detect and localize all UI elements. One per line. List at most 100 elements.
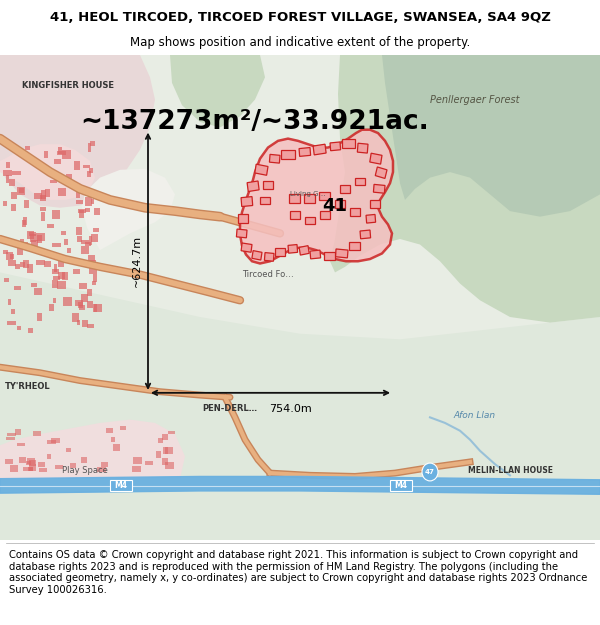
Bar <box>53 298 56 302</box>
Bar <box>145 461 152 465</box>
Bar <box>79 282 88 289</box>
Bar <box>54 264 57 272</box>
Bar <box>319 192 330 200</box>
Bar <box>7 252 13 260</box>
Bar <box>22 244 31 248</box>
Bar <box>101 462 108 467</box>
Circle shape <box>422 463 438 481</box>
Bar <box>330 142 341 151</box>
Bar <box>241 197 253 206</box>
Bar <box>11 309 14 314</box>
Bar <box>111 437 115 441</box>
Bar <box>92 281 96 285</box>
Bar <box>23 260 29 268</box>
Polygon shape <box>330 55 600 323</box>
Bar <box>28 458 35 464</box>
Bar <box>25 146 30 150</box>
Bar <box>375 167 387 179</box>
Bar <box>313 144 326 155</box>
Bar <box>97 467 106 472</box>
Bar <box>324 253 335 260</box>
Bar <box>155 451 161 458</box>
Bar <box>65 174 73 179</box>
Bar <box>80 458 87 464</box>
Bar <box>133 466 140 472</box>
Bar <box>342 139 355 148</box>
Bar <box>320 211 330 219</box>
Bar <box>51 438 60 442</box>
Bar <box>88 171 91 177</box>
Text: 754.0m: 754.0m <box>269 404 312 414</box>
Bar <box>20 262 25 266</box>
Bar <box>81 246 89 254</box>
Bar <box>91 141 95 146</box>
Text: Play Space: Play Space <box>62 466 108 476</box>
Bar <box>86 289 92 296</box>
Bar <box>67 248 71 252</box>
Bar <box>17 326 21 329</box>
Bar <box>19 188 25 193</box>
Bar <box>85 198 92 206</box>
Bar <box>85 242 91 246</box>
Bar <box>86 301 92 309</box>
Bar <box>22 221 26 227</box>
Bar <box>83 164 90 169</box>
Bar <box>299 246 309 255</box>
Bar <box>77 236 82 242</box>
Bar <box>23 242 28 248</box>
Bar <box>269 154 280 163</box>
Bar <box>15 264 20 269</box>
Bar <box>89 168 92 173</box>
Bar <box>94 304 97 312</box>
Polygon shape <box>0 55 155 208</box>
Bar <box>2 251 8 254</box>
Bar <box>77 320 80 325</box>
Polygon shape <box>240 130 393 264</box>
Bar <box>34 431 41 436</box>
Bar <box>38 468 47 472</box>
Bar <box>17 248 23 255</box>
Bar <box>62 272 68 281</box>
Bar <box>288 244 298 253</box>
Bar <box>275 248 285 256</box>
Text: MELIN-LLAN HOUSE: MELIN-LLAN HOUSE <box>467 466 553 476</box>
Bar <box>76 191 80 198</box>
Bar <box>91 234 98 242</box>
Text: Contains OS data © Crown copyright and database right 2021. This information is : Contains OS data © Crown copyright and d… <box>9 550 587 595</box>
Bar <box>19 457 26 462</box>
Bar <box>7 321 16 325</box>
Bar <box>89 259 96 266</box>
Bar <box>110 480 132 491</box>
Bar <box>30 234 36 242</box>
Bar <box>17 188 25 194</box>
Bar <box>52 252 58 258</box>
Bar <box>86 324 94 328</box>
Bar <box>52 279 58 288</box>
Bar <box>281 150 295 159</box>
Bar <box>41 190 46 199</box>
Text: ~137273m²/~33.921ac.: ~137273m²/~33.921ac. <box>80 109 430 135</box>
Bar <box>58 259 64 267</box>
Bar <box>20 239 24 243</box>
Bar <box>28 467 33 471</box>
Bar <box>81 240 89 244</box>
Text: Tircoed Fo…: Tircoed Fo… <box>242 270 294 279</box>
Text: TY'RHEOL: TY'RHEOL <box>5 382 51 391</box>
Bar <box>61 231 67 234</box>
Bar <box>390 480 412 491</box>
Bar <box>7 432 16 436</box>
Bar <box>255 164 268 175</box>
Bar <box>62 151 71 159</box>
Bar <box>290 211 300 219</box>
Polygon shape <box>0 419 185 479</box>
Bar <box>10 254 14 259</box>
Bar <box>370 153 382 164</box>
Bar <box>10 465 18 472</box>
Bar <box>305 217 315 224</box>
Bar <box>8 261 16 266</box>
Bar <box>34 288 42 295</box>
Bar <box>360 230 371 239</box>
Text: PEN-DERL…: PEN-DERL… <box>202 404 257 413</box>
Text: ~624.7m: ~624.7m <box>132 235 142 288</box>
Bar <box>161 458 167 465</box>
